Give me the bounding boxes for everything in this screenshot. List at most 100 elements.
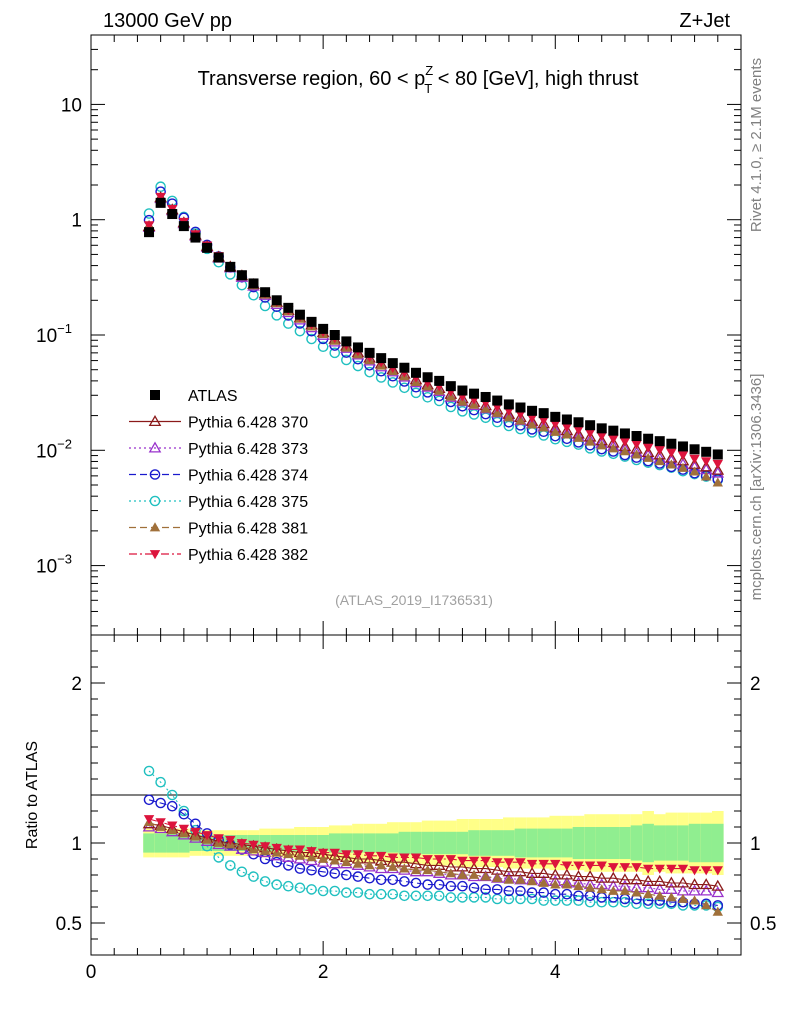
band-inner: [166, 833, 179, 853]
ratio-point: [492, 858, 503, 868]
ratio-point: [352, 858, 364, 868]
ratio-point: [550, 859, 561, 869]
ratio-point: [712, 906, 723, 916]
band-inner: [572, 827, 585, 859]
band-inner: [282, 835, 295, 851]
y-tick-label: 10: [61, 95, 82, 116]
ratio-point: [306, 852, 317, 862]
ratio-point: [549, 895, 561, 906]
ratio-point: [515, 858, 526, 868]
data-point: [144, 227, 155, 238]
x-tick-label: 0: [86, 962, 97, 983]
ratio-panel: 0.5 0.5 1 1 2 2 Ratio to ATLAS: [24, 634, 776, 956]
legend-marker: [148, 414, 162, 427]
data-point: [352, 342, 363, 353]
ratio-line: [148, 770, 718, 908]
data-point: [271, 295, 282, 306]
ratio-point: [700, 900, 712, 910]
ratio-point: [503, 874, 515, 884]
legend-label: Pythia 6.428 370: [188, 415, 308, 432]
band-inner: [154, 833, 167, 853]
band-inner: [189, 835, 202, 851]
mc-point: [526, 419, 538, 429]
ratio-point: [631, 887, 642, 897]
ratio-point: [399, 853, 410, 863]
mc-point: [677, 462, 689, 472]
ratio-point: [248, 840, 259, 850]
ratio-point: [387, 888, 399, 900]
mc-point: [711, 466, 725, 478]
ratio-point: [329, 868, 341, 879]
data-point: [445, 381, 456, 392]
ratio-point: [688, 878, 701, 890]
data-point: [654, 436, 665, 447]
data-point: [434, 375, 445, 386]
mc-point: [259, 300, 271, 312]
ratio-point: [271, 843, 282, 853]
ratio-point: [422, 890, 433, 902]
ratio-point: [224, 860, 236, 871]
ratio-point: [700, 866, 712, 876]
ratio-point: [468, 869, 480, 879]
ratio-point: [375, 888, 387, 900]
data-point: [527, 405, 538, 416]
ratio-point: [515, 893, 526, 905]
band-inner: [537, 828, 550, 858]
band-inner: [526, 828, 538, 858]
ratio-series: [142, 765, 725, 916]
main-markers: [142, 181, 725, 487]
ratio-point: [422, 879, 433, 890]
band-inner: [491, 830, 504, 856]
data-point: [213, 252, 224, 263]
mc-point: [619, 446, 631, 456]
x-tick-label: 2: [318, 962, 329, 983]
mc-point: [573, 432, 584, 442]
mc-point: [689, 454, 700, 464]
band-inner: [677, 825, 689, 861]
ratio-point: [468, 856, 480, 866]
ratio-point: [445, 868, 457, 878]
main-ticks: 10 1 10−1 10−2 10−3: [36, 34, 741, 635]
ratio-point: [560, 868, 574, 880]
mc-point: [422, 392, 433, 403]
mc-point: [608, 434, 619, 445]
ratio-point: [584, 861, 596, 871]
ratio-point: [166, 789, 178, 801]
ratio-point: [142, 820, 156, 832]
ratio-point: [213, 852, 224, 863]
ratio-point: [711, 879, 725, 891]
ratio-point: [537, 866, 550, 878]
mc-point: [631, 440, 642, 450]
mc-point: [143, 208, 155, 219]
data-point: [376, 353, 387, 364]
band-inner: [410, 831, 422, 855]
mc-point: [538, 416, 549, 426]
data-point: [399, 362, 410, 373]
legend-marker: [149, 495, 161, 507]
data-point: [573, 417, 584, 428]
chart-title: Transverse region, 60 < pZ T < 80 [GeV], …: [198, 63, 639, 96]
ratio-point: [329, 885, 341, 897]
ratio-point: [608, 896, 619, 908]
ratio-point: [294, 863, 306, 874]
ratio-bands: [143, 811, 724, 875]
ratio-point: [677, 864, 689, 874]
data-point: [538, 408, 549, 419]
ratio-point: [526, 893, 538, 905]
mc-point: [712, 459, 723, 469]
ratio-point: [468, 882, 480, 894]
ratio-point: [561, 861, 573, 871]
mc-point: [329, 347, 341, 359]
mc-point: [700, 471, 712, 481]
ratio-point: [445, 892, 457, 903]
data-point: [306, 316, 317, 327]
ratio-point: [155, 776, 166, 788]
ratio-point: [248, 871, 259, 882]
ratio-point: [665, 882, 678, 894]
mc-point: [526, 413, 538, 423]
data-point: [364, 347, 375, 358]
ratio-y-tick-label: 1: [71, 834, 82, 855]
data-point: [515, 402, 526, 413]
ratio-point: [283, 880, 294, 892]
mc-point: [503, 412, 515, 422]
